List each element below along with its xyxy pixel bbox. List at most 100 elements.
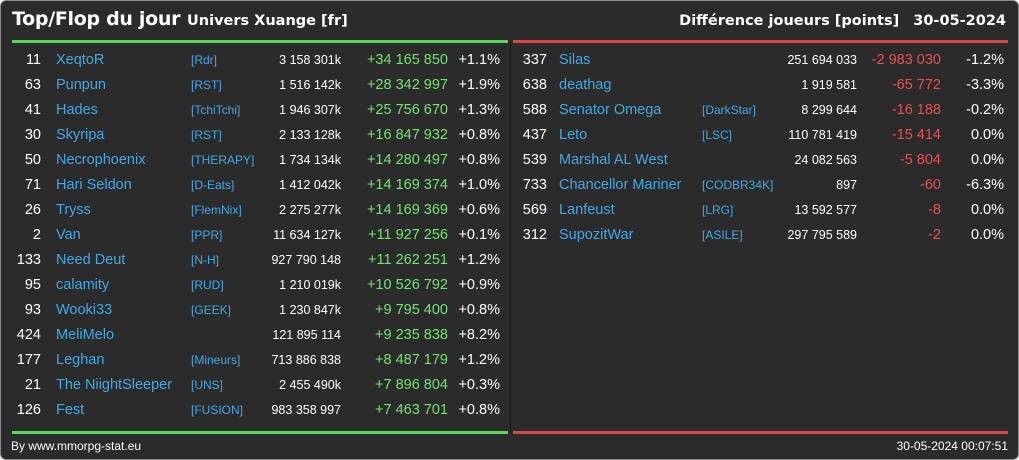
player-rank: 638 [522, 77, 547, 93]
player-points: 110 781 419 [788, 128, 857, 142]
percent-change: +0.8% [458, 302, 500, 318]
flop-row: 539 Marshal AL West 24 082 563 -5 804 0.0% [511, 148, 1018, 173]
guild-tag-link[interactable]: [RST] [191, 78, 222, 92]
player-points: 1 734 134k [279, 153, 341, 167]
player-points: 2 275 277k [279, 203, 341, 217]
player-name-link[interactable]: The NiightSleeper [56, 377, 173, 393]
player-name-link[interactable]: Tryss [56, 202, 91, 218]
percent-change: 0.0% [970, 152, 1004, 168]
points-diff: +14 169 369 [366, 202, 448, 218]
player-points: 1 210 019k [279, 278, 341, 292]
percent-change: +1.2% [458, 252, 500, 268]
page-title: Top/Flop du jour [12, 8, 181, 30]
player-name-link[interactable]: Van [56, 227, 81, 243]
player-name-link[interactable]: Lanfeust [559, 202, 615, 218]
player-rank: 71 [24, 177, 41, 193]
guild-tag-link[interactable]: [GEEK] [191, 303, 232, 317]
top-row: 11 XeqtoR [Rdr] 3 158 301k +34 165 850 +1.1% [1, 48, 509, 73]
guild-tag-link[interactable]: [LRG] [702, 203, 734, 217]
guild-tag-link[interactable]: [LSC] [702, 128, 733, 142]
points-diff: -2 [928, 227, 941, 243]
percent-change: +1.0% [458, 177, 500, 193]
date-label: 30-05-2024 [913, 13, 1006, 29]
player-name-link[interactable]: Hari Seldon [56, 177, 132, 193]
percent-change: +0.1% [458, 227, 500, 243]
top-row: 30 Skyripa [RST] 2 133 128k +16 847 932 +0.8% [1, 123, 509, 148]
guild-tag-link[interactable]: [CODBR34K] [702, 178, 774, 192]
percent-change: +1.1% [458, 52, 500, 68]
percent-change: -1.2% [966, 52, 1004, 68]
player-name-link[interactable]: SupozitWar [559, 227, 634, 243]
player-name-link[interactable]: Hades [56, 102, 98, 118]
player-name-link[interactable]: Leto [559, 127, 588, 143]
player-points: 8 299 644 [801, 103, 857, 117]
guild-tag-link[interactable]: [DarkStar] [702, 103, 757, 117]
player-rank: 93 [24, 302, 41, 318]
player-name-link[interactable]: MeliMelo [56, 327, 115, 343]
player-name-link[interactable]: Skyripa [56, 127, 105, 143]
percent-change: -3.3% [966, 77, 1004, 93]
column-divider [510, 43, 511, 433]
player-name-link[interactable]: Chancellor Mariner [559, 177, 682, 193]
guild-tag-link[interactable]: [PPR] [191, 228, 223, 242]
percent-change: 0.0% [970, 127, 1004, 143]
guild-tag-link[interactable]: [UNS] [191, 378, 224, 392]
player-name-link[interactable]: Silas [559, 52, 591, 68]
player-points: 13 592 577 [794, 203, 857, 217]
player-name-link[interactable]: Fest [56, 402, 85, 418]
guild-tag-link[interactable]: [ASILE] [702, 228, 743, 242]
top-row: 26 Tryss [FlemNix] 2 275 277k +14 169 369 +0.… [1, 198, 509, 223]
generated-timestamp: 30-05-2024 00:07:51 [896, 439, 1008, 453]
header-right: Différence joueurs [points] 30-05-2024 [679, 13, 1006, 29]
player-name-link[interactable]: Wooki33 [56, 302, 113, 318]
guild-tag-link[interactable]: [D-Eats] [191, 178, 235, 192]
top-row: 95 calamity [RUD] 1 210 019k +10 526 792 +0.9… [1, 273, 509, 298]
points-diff: -16 188 [891, 102, 941, 118]
points-diff: +8 487 179 [375, 352, 448, 368]
guild-tag-link[interactable]: [THERAPY] [191, 153, 255, 167]
player-name-link[interactable]: XeqtoR [56, 52, 105, 68]
metric-label: Différence joueurs [points] [679, 13, 900, 29]
percent-change: +0.8% [458, 152, 500, 168]
points-diff: -60 [920, 177, 941, 193]
guild-tag-link[interactable]: [RUD] [191, 278, 224, 292]
guild-tag-link[interactable]: [Mineurs] [191, 353, 241, 367]
player-name-link[interactable]: Senator Omega [559, 102, 662, 118]
player-name-link[interactable]: Punpun [56, 77, 106, 93]
points-diff: +16 847 932 [366, 127, 448, 143]
guild-tag-link[interactable]: [RST] [191, 128, 222, 142]
percent-change: +0.3% [458, 377, 500, 393]
percent-change: 0.0% [970, 227, 1004, 243]
guild-tag-link[interactable]: [FUSION] [191, 403, 244, 417]
points-diff: -5 804 [899, 152, 941, 168]
guild-tag-link[interactable]: [N-H] [191, 253, 219, 267]
top-row: 41 Hades [TchiTchi] 1 946 307k +25 756 670 +1… [1, 98, 509, 123]
player-rank: 424 [16, 327, 41, 343]
player-rank: 95 [24, 277, 41, 293]
player-points: 1 412 042k [279, 178, 341, 192]
player-rank: 26 [24, 202, 41, 218]
top-header-bar [12, 40, 508, 43]
player-rank: 177 [16, 352, 41, 368]
player-name-link[interactable]: Leghan [56, 352, 105, 368]
points-diff: +10 526 792 [366, 277, 448, 293]
percent-change: +0.6% [458, 202, 500, 218]
player-points: 2 455 490k [279, 378, 341, 392]
player-rank: 569 [522, 202, 547, 218]
player-points: 1 919 581 [801, 78, 857, 92]
percent-change: +0.8% [458, 402, 500, 418]
points-diff: +11 927 256 [368, 227, 448, 243]
player-points: 1 946 307k [279, 103, 341, 117]
player-name-link[interactable]: Marshal AL West [559, 152, 668, 168]
player-rank: 588 [522, 102, 547, 118]
guild-tag-link[interactable]: [Rdr] [191, 53, 218, 67]
top-row: 177 Leghan [Mineurs] 713 886 838 +8 487 179 +… [1, 348, 509, 373]
player-name-link[interactable]: calamity [56, 277, 110, 293]
guild-tag-link[interactable]: [FlemNix] [191, 203, 242, 217]
flop-row: 588 Senator Omega [DarkStar] 8 299 644 -16 1… [511, 98, 1018, 123]
player-name-link[interactable]: Necrophoenix [56, 152, 146, 168]
guild-tag-link[interactable]: [TchiTchi] [191, 103, 241, 117]
player-name-link[interactable]: deathag [559, 77, 612, 93]
player-rank: 126 [16, 402, 41, 418]
player-name-link[interactable]: Need Deut [56, 252, 126, 268]
